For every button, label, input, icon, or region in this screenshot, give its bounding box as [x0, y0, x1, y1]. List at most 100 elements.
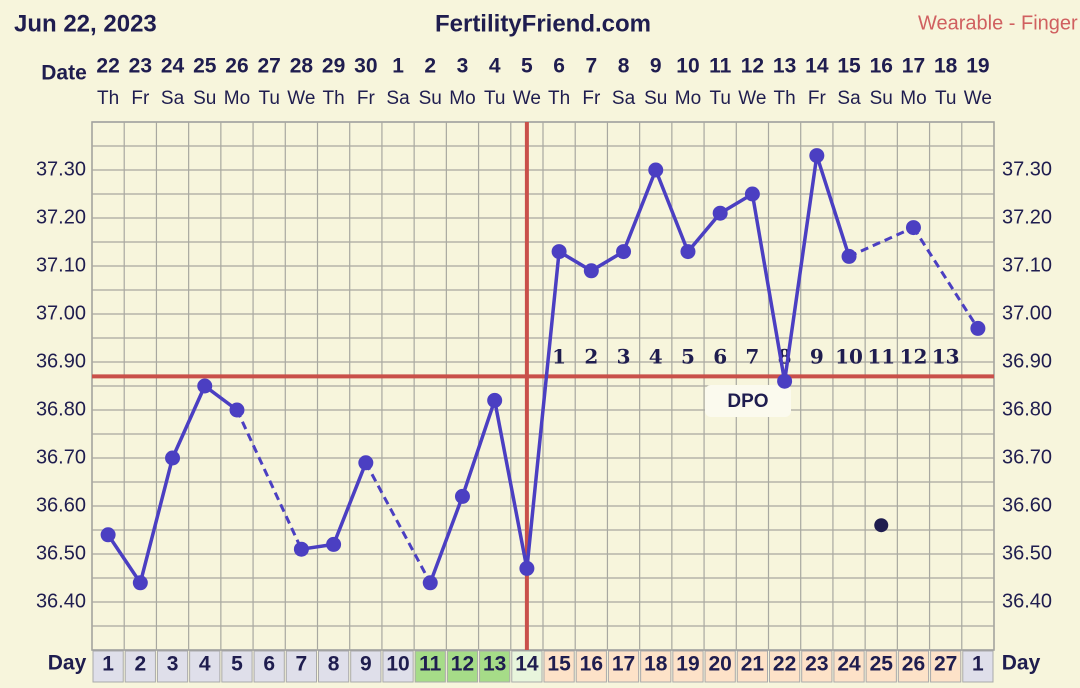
- day-cell: [382, 650, 414, 683]
- day-cell: [221, 650, 253, 683]
- date-label: 5: [521, 55, 533, 78]
- temperature-point: [293, 541, 309, 557]
- weekday-label: Th: [97, 88, 119, 109]
- dpo-label: 3: [617, 345, 631, 369]
- day-label: 13: [483, 653, 506, 676]
- day-cell: [640, 650, 672, 683]
- date-label: 2: [424, 55, 436, 78]
- day-cell: [801, 650, 833, 683]
- day-label: 7: [296, 653, 308, 676]
- dpo-box: [705, 385, 791, 417]
- date-label: 10: [676, 55, 699, 78]
- date-label: 25: [193, 55, 217, 78]
- day-cell: [543, 650, 575, 683]
- weekday-label: Sa: [837, 88, 861, 109]
- day-cell: [672, 650, 704, 683]
- chart-date: Jun 22, 2023: [14, 10, 157, 37]
- temperature-point: [583, 263, 599, 279]
- date-axis-label: Date: [41, 62, 87, 85]
- y-tick-label-right: 36.40: [1002, 590, 1052, 612]
- day-label: 17: [612, 653, 635, 676]
- day-label: 21: [741, 653, 765, 676]
- y-tick-label-right: 36.50: [1002, 542, 1052, 564]
- weekday-label: Fr: [808, 88, 827, 109]
- dpo-label: 12: [900, 345, 928, 369]
- temperature-point: [744, 186, 760, 202]
- day-cell: [962, 650, 994, 683]
- day-cell: [736, 650, 768, 683]
- weekday-label: Mo: [900, 88, 926, 109]
- day-label: 11: [419, 653, 442, 676]
- day-label: 15: [547, 653, 571, 676]
- day-label: 1: [972, 653, 984, 676]
- y-tick-label: 36.60: [36, 494, 86, 516]
- day-label: 25: [870, 653, 894, 676]
- date-label: 26: [225, 55, 248, 78]
- date-label: 16: [870, 55, 893, 78]
- day-cell: [607, 650, 640, 683]
- day-cell: [318, 650, 350, 683]
- date-label: 13: [773, 55, 796, 78]
- day-label: 23: [805, 653, 828, 676]
- dpo-label: 5: [681, 345, 695, 369]
- date-label: 1: [392, 55, 404, 78]
- temperature-point: [165, 450, 181, 466]
- day-cell: [897, 650, 930, 683]
- day-cell: [575, 650, 607, 683]
- dpo-label: 4: [649, 345, 663, 369]
- date-label: 23: [129, 55, 152, 78]
- weekday-label: Mo: [675, 88, 701, 109]
- day-cell: [92, 650, 124, 683]
- y-tick-label-right: 37.00: [1002, 302, 1052, 324]
- y-tick-label: 36.70: [36, 446, 86, 468]
- day-cell: [189, 650, 221, 683]
- temperature-point: [551, 244, 567, 260]
- day-axis-label-right: Day: [1002, 652, 1041, 675]
- weekday-label: Su: [870, 88, 893, 109]
- y-tick-label-right: 37.20: [1002, 206, 1052, 228]
- dpo-title: DPO: [727, 391, 768, 412]
- y-tick-label-right: 36.80: [1002, 398, 1052, 420]
- date-label: 4: [489, 55, 501, 78]
- y-tick-label-right: 36.70: [1002, 446, 1052, 468]
- date-label: 11: [709, 55, 732, 78]
- weekday-label: Th: [774, 88, 796, 109]
- day-cell: [253, 650, 285, 683]
- weekday-label: We: [738, 88, 766, 109]
- day-cell: [414, 650, 446, 683]
- dpo-label: 10: [835, 345, 863, 369]
- weekday-label: We: [287, 88, 315, 109]
- weekday-label: Sa: [386, 88, 410, 109]
- dpo-label: 13: [932, 345, 960, 369]
- date-label: 30: [354, 55, 377, 78]
- date-label: 29: [322, 55, 345, 78]
- temperature-point: [519, 560, 535, 576]
- y-tick-label: 37.30: [36, 158, 86, 180]
- y-tick-label-right: 36.90: [1002, 350, 1052, 372]
- day-cell: [930, 650, 962, 683]
- temperature-line: [428, 155, 851, 584]
- temperature-point: [358, 455, 374, 471]
- weekday-label: Mo: [449, 88, 475, 109]
- day-cell: [156, 650, 189, 683]
- temperature-point: [777, 373, 793, 389]
- day-cell: [446, 650, 479, 683]
- weekday-label: Th: [548, 88, 570, 109]
- date-label: 14: [805, 55, 829, 78]
- weekday-label: Sa: [161, 88, 185, 109]
- weekday-label: Tu: [935, 88, 956, 109]
- date-label: 19: [966, 55, 989, 78]
- day-axis-label: Day: [48, 652, 87, 675]
- weekday-label: Tu: [258, 88, 279, 109]
- day-label: 27: [934, 653, 957, 676]
- weekday-label: Sa: [612, 88, 636, 109]
- day-label: 16: [580, 653, 603, 676]
- temperature-point: [132, 575, 148, 591]
- weekday-label: Tu: [484, 88, 505, 109]
- dashed-connector: [912, 226, 980, 330]
- temperature-point: [970, 320, 986, 336]
- day-cell: [865, 650, 897, 683]
- weekday-label: Su: [193, 88, 216, 109]
